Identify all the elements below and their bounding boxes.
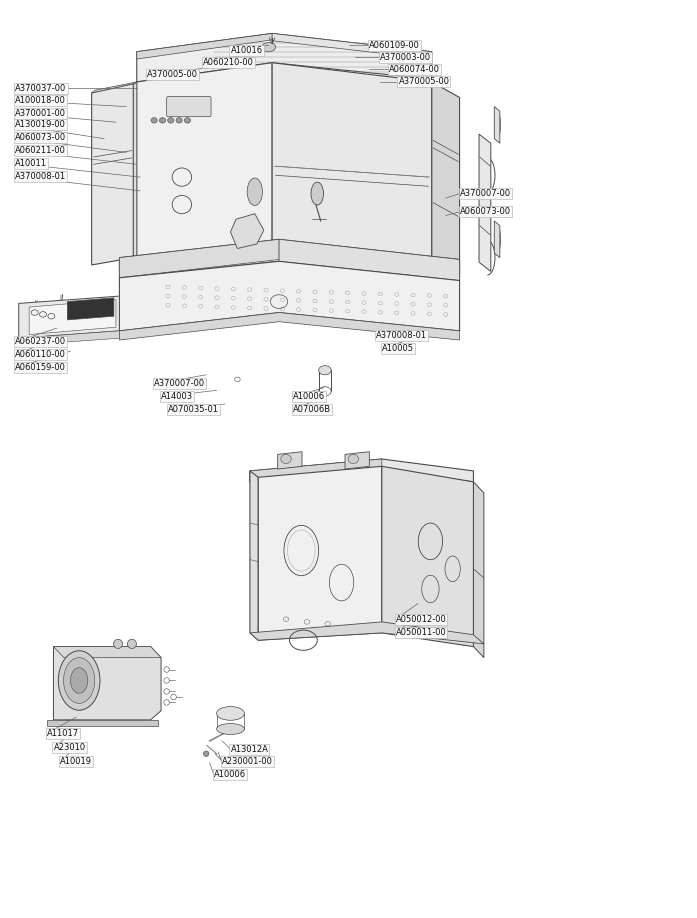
- Ellipse shape: [217, 707, 245, 721]
- Ellipse shape: [128, 639, 137, 648]
- Polygon shape: [119, 240, 459, 281]
- Polygon shape: [479, 134, 491, 272]
- Polygon shape: [473, 482, 484, 657]
- Text: A370003-00: A370003-00: [380, 52, 431, 62]
- Text: A060211-00: A060211-00: [15, 146, 66, 155]
- Ellipse shape: [151, 118, 158, 123]
- Polygon shape: [119, 240, 279, 278]
- Text: A060159-00: A060159-00: [15, 363, 66, 372]
- Polygon shape: [54, 646, 161, 720]
- Text: A10011: A10011: [15, 159, 47, 168]
- Ellipse shape: [160, 118, 166, 123]
- Polygon shape: [279, 240, 459, 281]
- Text: A070035-01: A070035-01: [168, 405, 219, 414]
- Text: A07006B: A07006B: [293, 405, 331, 414]
- Text: A10006: A10006: [214, 770, 246, 779]
- Polygon shape: [91, 84, 133, 265]
- Text: A13012A: A13012A: [231, 744, 268, 754]
- Ellipse shape: [261, 42, 275, 51]
- Text: A370005-00: A370005-00: [147, 70, 198, 79]
- Polygon shape: [432, 82, 459, 276]
- Polygon shape: [47, 720, 158, 726]
- Text: A060074-00: A060074-00: [389, 64, 440, 73]
- Polygon shape: [54, 646, 161, 657]
- Text: A23010: A23010: [54, 743, 86, 752]
- Polygon shape: [19, 297, 119, 338]
- Text: A370001-00: A370001-00: [15, 108, 66, 118]
- Text: A060073-00: A060073-00: [15, 133, 66, 142]
- Text: A230001-00: A230001-00: [222, 757, 273, 767]
- Polygon shape: [272, 33, 432, 59]
- Text: A10005: A10005: [382, 343, 414, 353]
- Text: A11017: A11017: [47, 729, 79, 738]
- Ellipse shape: [281, 454, 291, 464]
- Text: A060110-00: A060110-00: [15, 350, 66, 359]
- Ellipse shape: [319, 365, 331, 375]
- Text: A10006: A10006: [293, 392, 325, 401]
- Polygon shape: [19, 330, 119, 345]
- Polygon shape: [250, 621, 484, 644]
- Polygon shape: [119, 82, 137, 272]
- Polygon shape: [68, 298, 114, 319]
- Polygon shape: [29, 300, 116, 334]
- Polygon shape: [91, 82, 137, 93]
- Polygon shape: [382, 466, 473, 646]
- Text: A130019-00: A130019-00: [15, 120, 66, 129]
- Polygon shape: [494, 106, 500, 143]
- Ellipse shape: [168, 118, 174, 123]
- Text: A060073-00: A060073-00: [459, 207, 511, 217]
- FancyBboxPatch shape: [167, 96, 211, 117]
- Polygon shape: [137, 33, 432, 82]
- Text: A10016: A10016: [231, 46, 263, 55]
- Text: A050012-00: A050012-00: [396, 615, 447, 623]
- Polygon shape: [250, 459, 382, 482]
- Text: A060210-00: A060210-00: [203, 58, 254, 67]
- Text: A370008-01: A370008-01: [376, 331, 427, 340]
- Ellipse shape: [247, 178, 262, 206]
- Polygon shape: [250, 471, 259, 640]
- Text: A050011-00: A050011-00: [396, 629, 447, 637]
- Polygon shape: [250, 459, 473, 482]
- Ellipse shape: [59, 651, 100, 711]
- Polygon shape: [494, 221, 500, 258]
- Polygon shape: [119, 262, 459, 330]
- Text: A100018-00: A100018-00: [15, 95, 66, 105]
- Polygon shape: [137, 33, 272, 59]
- Polygon shape: [272, 62, 432, 258]
- Text: A060109-00: A060109-00: [369, 40, 420, 50]
- Polygon shape: [231, 214, 263, 249]
- Text: A14003: A14003: [161, 392, 193, 401]
- Text: A060237-00: A060237-00: [15, 337, 66, 346]
- Ellipse shape: [311, 182, 323, 205]
- Ellipse shape: [70, 667, 88, 693]
- Text: A370037-00: A370037-00: [15, 84, 66, 93]
- Polygon shape: [277, 452, 302, 469]
- Ellipse shape: [176, 118, 182, 123]
- Text: A10019: A10019: [61, 756, 93, 766]
- Text: A370005-00: A370005-00: [399, 77, 450, 86]
- Ellipse shape: [184, 118, 190, 123]
- Ellipse shape: [217, 723, 245, 734]
- Text: A370007-00: A370007-00: [154, 379, 205, 388]
- Ellipse shape: [204, 751, 209, 756]
- Ellipse shape: [348, 454, 358, 464]
- Ellipse shape: [63, 657, 95, 703]
- Ellipse shape: [114, 639, 123, 648]
- Polygon shape: [137, 62, 272, 258]
- Text: A370008-01: A370008-01: [15, 172, 66, 181]
- Polygon shape: [345, 452, 369, 469]
- Text: A370007-00: A370007-00: [459, 189, 511, 198]
- Polygon shape: [259, 466, 382, 640]
- Polygon shape: [119, 312, 459, 340]
